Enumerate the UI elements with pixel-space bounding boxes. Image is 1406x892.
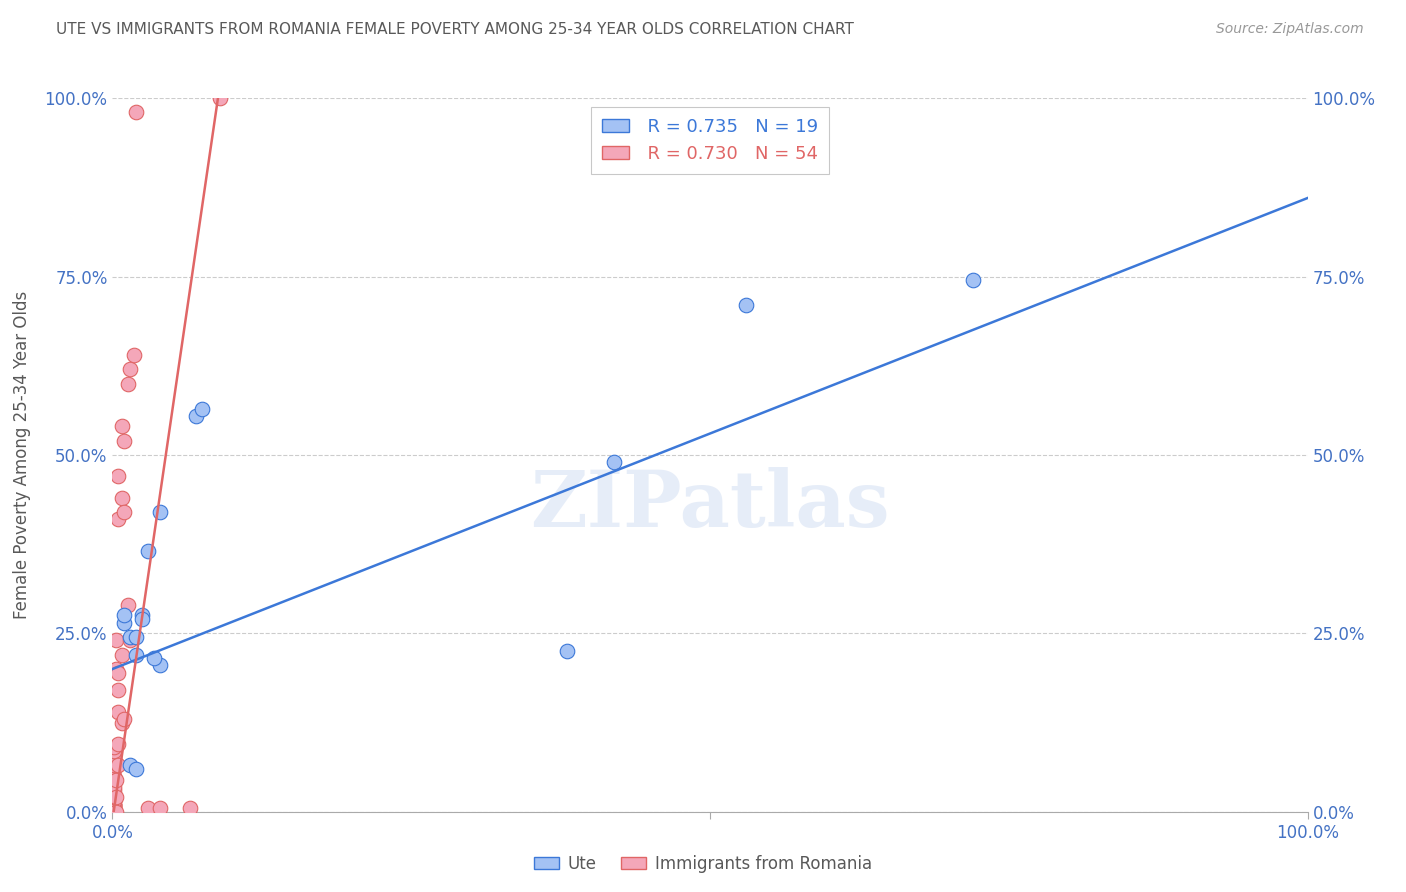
Point [103, 797, 125, 812]
Point [103, 780, 125, 794]
Point [120, 630, 142, 644]
Point [105, 662, 128, 676]
Point [103, 801, 125, 815]
Point [735, 298, 758, 312]
Point [191, 401, 214, 416]
Point [114, 615, 135, 630]
Y-axis label: Female Poverty Among 25-34 Year Olds: Female Poverty Among 25-34 Year Olds [13, 291, 31, 619]
Point [103, 744, 125, 758]
Point [114, 608, 135, 623]
Point [103, 790, 125, 805]
Text: UTE VS IMMIGRANTS FROM ROMANIA FEMALE POVERTY AMONG 25-34 YEAR OLDS CORRELATION : UTE VS IMMIGRANTS FROM ROMANIA FEMALE PO… [56, 22, 853, 37]
Point [103, 762, 125, 776]
Point [111, 419, 134, 434]
Point [125, 648, 148, 662]
Point [962, 273, 984, 287]
Point [138, 544, 160, 558]
Point [103, 805, 125, 819]
Text: ZIPatlas: ZIPatlas [530, 467, 890, 543]
Point [122, 348, 145, 362]
Point [103, 805, 125, 819]
Point [120, 758, 142, 772]
Point [103, 794, 125, 808]
Text: Source: ZipAtlas.com: Source: ZipAtlas.com [1216, 22, 1364, 37]
Point [103, 797, 125, 812]
Point [111, 715, 134, 730]
Point [143, 651, 166, 665]
Point [111, 648, 134, 662]
Point [179, 801, 201, 815]
Point [105, 790, 128, 805]
Point [107, 705, 129, 719]
Point [555, 644, 578, 658]
Point [103, 769, 125, 783]
Point [103, 797, 125, 812]
Point [125, 762, 148, 776]
Point [117, 376, 139, 391]
Point [103, 787, 125, 801]
Point [103, 783, 125, 797]
Point [125, 630, 148, 644]
Point [208, 91, 231, 105]
Point [103, 755, 125, 769]
Legend:   R = 0.735   N = 19,   R = 0.730   N = 54: R = 0.735 N = 19, R = 0.730 N = 54 [591, 107, 830, 174]
Point [103, 794, 125, 808]
Point [114, 505, 135, 519]
Point [603, 455, 626, 469]
Point [138, 801, 160, 815]
Point [107, 737, 129, 751]
Point [149, 658, 172, 673]
Point [103, 790, 125, 805]
Point [120, 362, 142, 376]
Legend: Ute, Immigrants from Romania: Ute, Immigrants from Romania [527, 848, 879, 880]
Point [107, 512, 129, 526]
Point [107, 758, 129, 772]
Point [105, 805, 128, 819]
Point [107, 665, 129, 680]
Point [103, 801, 125, 815]
Point [149, 505, 172, 519]
Point [107, 683, 129, 698]
Point [117, 598, 139, 612]
Point [103, 740, 125, 755]
Point [131, 612, 153, 626]
Point [107, 469, 129, 483]
Point [103, 805, 125, 819]
Point [103, 797, 125, 812]
Point [131, 608, 153, 623]
Point [149, 801, 172, 815]
Point [105, 633, 128, 648]
Point [186, 409, 208, 423]
Point [103, 801, 125, 815]
Point [125, 105, 148, 120]
Point [103, 751, 125, 765]
Point [120, 633, 142, 648]
Point [103, 758, 125, 772]
Point [105, 772, 128, 787]
Point [114, 712, 135, 726]
Point [103, 790, 125, 805]
Point [114, 434, 135, 448]
Point [111, 491, 134, 505]
